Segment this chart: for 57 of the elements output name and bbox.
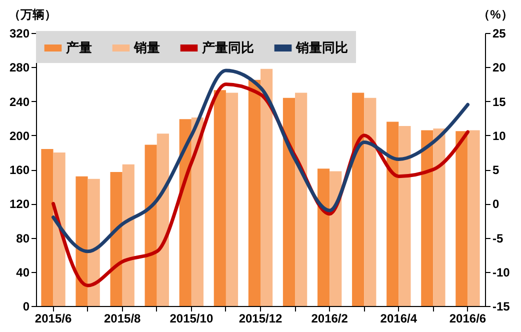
- y-tick-label: 120: [9, 197, 30, 212]
- legend-label: 销量: [133, 40, 160, 55]
- line-series: [52, 68, 470, 254]
- bar: [421, 130, 434, 306]
- y-tick-label: 320: [9, 26, 30, 40]
- y2-axis-title: （%）: [478, 8, 513, 22]
- y-tick-label: 40: [16, 265, 30, 280]
- bar: [352, 92, 364, 306]
- y2-tick-label: -10: [492, 265, 510, 280]
- y2-tick-label: 15: [492, 94, 506, 109]
- x-tick-label: 2015/10: [170, 312, 214, 326]
- y2-tick-label: 0: [492, 197, 500, 212]
- bar: [53, 152, 66, 306]
- bar: [468, 130, 480, 306]
- bar: [456, 131, 468, 306]
- bar: [226, 92, 238, 306]
- bar: [386, 122, 399, 306]
- bar: [248, 80, 260, 306]
- legend-label: 产量同比: [201, 40, 254, 55]
- bar: [330, 171, 342, 306]
- bar: [156, 134, 169, 306]
- bar: [110, 172, 122, 306]
- bar: [214, 90, 226, 306]
- y2-tick-label: 10: [492, 128, 506, 143]
- bar: [260, 68, 273, 306]
- y2-tick-label: 5: [492, 163, 500, 177]
- y2-tick-label: 25: [492, 26, 506, 40]
- y-tick-label: 160: [9, 163, 30, 177]
- bar: [191, 117, 204, 306]
- bar: [295, 92, 308, 306]
- y-tick-label: 80: [16, 231, 30, 246]
- bar: [398, 126, 411, 306]
- bar: [122, 164, 134, 306]
- y-tick-label: 240: [9, 94, 30, 109]
- bar: [317, 168, 330, 306]
- legend-label: 销量同比: [295, 40, 348, 55]
- y2-tick-label: -15: [492, 300, 510, 314]
- bar: [364, 98, 376, 306]
- y-tick-label: 0: [22, 300, 30, 314]
- x-tick-label: 2016/4: [380, 312, 418, 326]
- bar: [433, 128, 446, 306]
- bar: [282, 98, 296, 306]
- y-tick-label: 280: [9, 60, 30, 75]
- legend-label: 产量: [65, 40, 92, 55]
- y-axis-title: （万辆）: [8, 8, 56, 22]
- x-tick-label: 2016/6: [449, 312, 486, 326]
- x-tick-label: 2016/2: [311, 312, 348, 326]
- bar: [144, 144, 157, 306]
- y-tick-label: 200: [9, 128, 30, 143]
- bar: [76, 176, 88, 306]
- x-tick-label: 2015/8: [104, 312, 142, 326]
- x-tick-label: 2015/12: [238, 312, 283, 326]
- x-tick-label: 2015/6: [34, 312, 72, 326]
- y2-tick-label: 20: [492, 60, 506, 75]
- y2-tick-label: -5: [492, 231, 504, 246]
- bar: [41, 149, 54, 306]
- bar: [88, 178, 100, 306]
